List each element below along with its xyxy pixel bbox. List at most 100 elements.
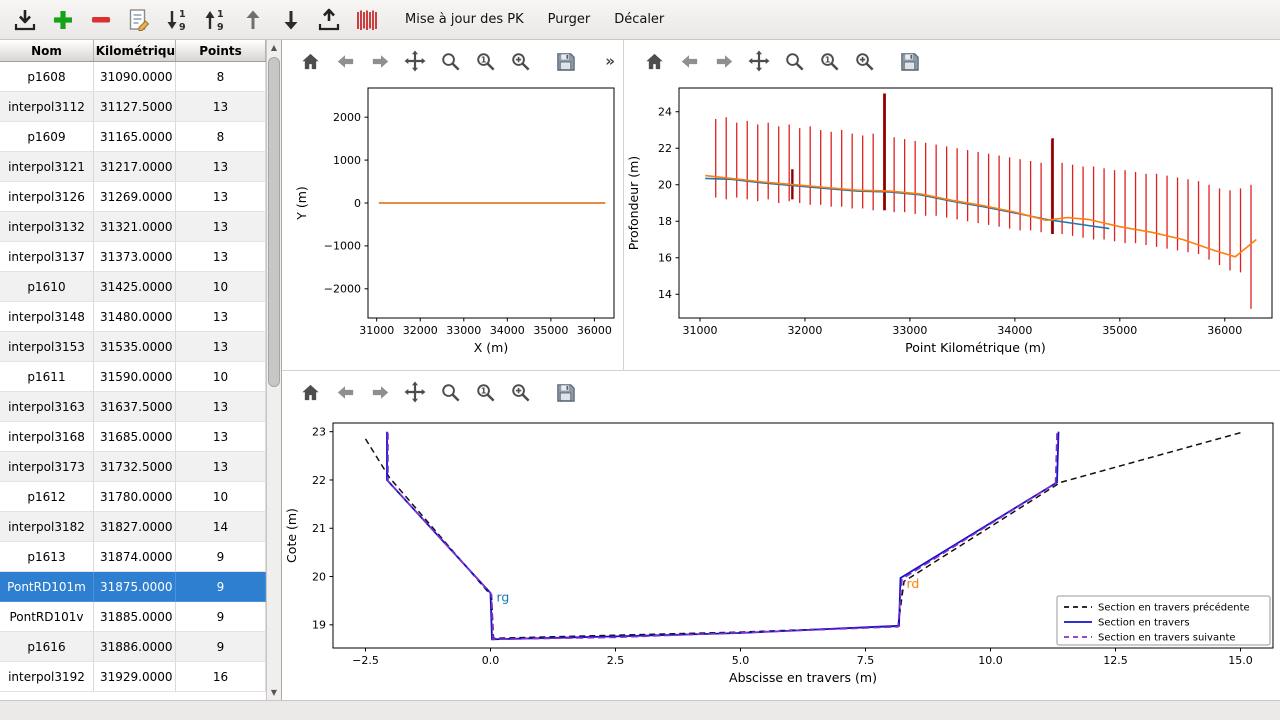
cell-points: 13	[176, 422, 266, 452]
table-row[interactable]: p1612 31780.0000 10	[0, 482, 266, 512]
toolbar-button-maj-pk[interactable]: Mise à jour des PK	[405, 12, 524, 27]
move-up-icon[interactable]	[238, 5, 268, 35]
table-row[interactable]: p1609 31165.0000 8	[0, 122, 266, 152]
svg-text:Section en travers suivante: Section en travers suivante	[1098, 633, 1236, 644]
export-icon[interactable]	[314, 5, 344, 35]
toolbar-button-purger[interactable]: Purger	[547, 12, 591, 27]
toolbar-overflow-icon[interactable]: »	[605, 52, 615, 70]
back-icon[interactable]	[675, 47, 703, 75]
home-icon[interactable]	[640, 47, 668, 75]
svg-text:22: 22	[658, 142, 672, 155]
svg-text:rg: rg	[497, 590, 510, 605]
cell-points: 13	[176, 152, 266, 182]
cell-pk: 31373.0000	[94, 242, 176, 272]
column-header-points[interactable]: Points	[176, 40, 266, 61]
table-row[interactable]: p1616 31886.0000 9	[0, 632, 266, 662]
zoom-icon[interactable]	[780, 47, 808, 75]
prof-chart[interactable]: 31000 32000 33000 34000 35000 36000 14 16 18 20 22…	[624, 80, 1280, 370]
cell-points: 9	[176, 602, 266, 632]
home-icon[interactable]	[296, 47, 324, 75]
pan-icon[interactable]	[401, 47, 429, 75]
zoom-one-icon[interactable]: 1	[471, 378, 499, 406]
cell-nom: PontRD101v	[0, 602, 94, 632]
table-row[interactable]: interpol3148 31480.0000 13	[0, 302, 266, 332]
column-header-nom[interactable]: Nom	[0, 40, 94, 61]
cell-pk: 31425.0000	[94, 272, 176, 302]
column-header-pk[interactable]: t Kilométrique	[94, 40, 176, 61]
move-down-icon[interactable]	[276, 5, 306, 35]
scroll-up-icon[interactable]: ▲	[270, 43, 278, 52]
zoom-one-icon[interactable]: 1	[471, 47, 499, 75]
zoom-plus-icon[interactable]	[506, 47, 534, 75]
svg-text:32000: 32000	[787, 324, 822, 337]
table-row[interactable]: p1611 31590.0000 10	[0, 362, 266, 392]
table-scrollbar[interactable]: ▲ ▼	[266, 40, 281, 700]
scrollbar-thumb[interactable]	[268, 57, 280, 387]
zoom-plus-icon[interactable]	[506, 378, 534, 406]
cell-points: 9	[176, 542, 266, 572]
toolbar-button-decaler[interactable]: Décaler	[614, 12, 665, 27]
edit-icon[interactable]	[124, 5, 154, 35]
forward-icon[interactable]	[366, 47, 394, 75]
table-row[interactable]: interpol3126 31269.0000 13	[0, 182, 266, 212]
pan-icon[interactable]	[401, 378, 429, 406]
svg-text:1: 1	[480, 385, 486, 395]
remove-icon[interactable]	[86, 5, 116, 35]
section-chart[interactable]: −2.5 0.0 2.5 5.0 7.5 10.0 12.5 15.0 19 20 21 22 23 Ab…	[282, 412, 1280, 700]
zoom-one-icon[interactable]: 1	[815, 47, 843, 75]
table-row[interactable]: interpol3192 31929.0000 16	[0, 662, 266, 692]
horizontal-divider	[282, 370, 1280, 371]
svg-text:9: 9	[179, 22, 186, 33]
back-icon[interactable]	[331, 378, 359, 406]
table-row[interactable]: interpol3163 31637.5000 13	[0, 392, 266, 422]
back-icon[interactable]	[331, 47, 359, 75]
table-row[interactable]: interpol3121 31217.0000 13	[0, 152, 266, 182]
table-row[interactable]: PontRD101v 31885.0000 9	[0, 602, 266, 632]
profile-plot-toolbar: 1	[624, 43, 923, 79]
forward-icon[interactable]	[710, 47, 738, 75]
svg-text:24: 24	[658, 106, 672, 119]
main-toolbar-buttons: Mise à jour des PK Purger Décaler	[396, 6, 673, 33]
table-row[interactable]: p1610 31425.0000 10	[0, 272, 266, 302]
table-row[interactable]: interpol3182 31827.0000 14	[0, 512, 266, 542]
table-row[interactable]: interpol3153 31535.0000 13	[0, 332, 266, 362]
zoom-icon[interactable]	[436, 378, 464, 406]
save-icon[interactable]	[551, 378, 579, 406]
home-icon[interactable]	[296, 378, 324, 406]
svg-text:Section en travers précédente: Section en travers précédente	[1098, 602, 1250, 614]
table-row[interactable]: interpol3173 31732.5000 13	[0, 452, 266, 482]
import-icon[interactable]	[10, 5, 40, 35]
plan-chart[interactable]: 31000 32000 33000 34000 35000 36000 −2000 −1000…	[282, 80, 623, 370]
cell-pk: 31827.0000	[94, 512, 176, 542]
cell-points: 10	[176, 272, 266, 302]
svg-text:32000: 32000	[403, 324, 438, 337]
svg-text:0: 0	[354, 197, 361, 210]
zoom-plus-icon[interactable]	[850, 47, 878, 75]
sections-icon[interactable]	[352, 5, 382, 35]
cell-points: 16	[176, 662, 266, 692]
svg-text:Cote (m): Cote (m)	[284, 508, 299, 563]
forward-icon[interactable]	[366, 378, 394, 406]
cell-points: 13	[176, 392, 266, 422]
charts-area: 1» 1 31000 32000 33000 34000 35000 36000 −2000…	[282, 40, 1280, 700]
table-row[interactable]: interpol3132 31321.0000 13	[0, 212, 266, 242]
table-row[interactable]: interpol3137 31373.0000 13	[0, 242, 266, 272]
svg-text:1000: 1000	[333, 154, 361, 167]
add-icon[interactable]	[48, 5, 78, 35]
zoom-icon[interactable]	[436, 47, 464, 75]
cell-points: 13	[176, 92, 266, 122]
profile-chart-container: 31000 32000 33000 34000 35000 36000 14 16 18 20 22…	[624, 80, 1280, 370]
save-icon[interactable]	[895, 47, 923, 75]
cell-nom: interpol3132	[0, 212, 94, 242]
table-row[interactable]: PontRD101m 31875.0000 9	[0, 572, 266, 602]
table-row[interactable]: interpol3112 31127.5000 13	[0, 92, 266, 122]
scroll-down-icon[interactable]: ▼	[270, 688, 278, 697]
table-row[interactable]: p1613 31874.0000 9	[0, 542, 266, 572]
table-row[interactable]: p1608 31090.0000 8	[0, 62, 266, 92]
table-row[interactable]: interpol3168 31685.0000 13	[0, 422, 266, 452]
save-icon[interactable]	[551, 47, 579, 75]
pan-icon[interactable]	[745, 47, 773, 75]
cell-pk: 31886.0000	[94, 632, 176, 662]
